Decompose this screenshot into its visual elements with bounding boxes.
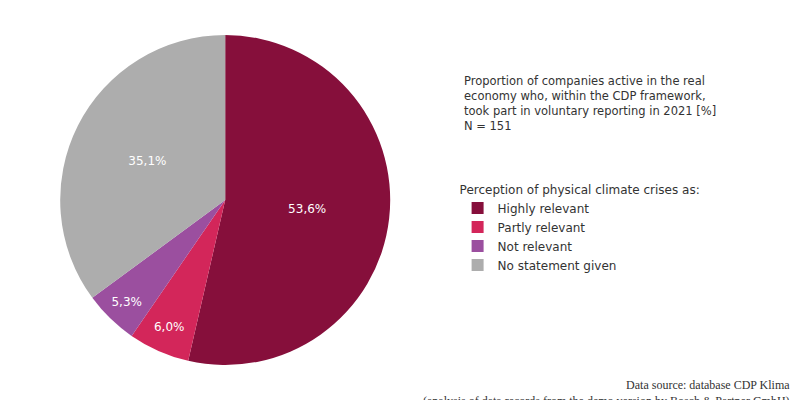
svg-text:Proportion of companies active: Proportion of companies active in the re… [464,74,716,133]
svg-text:35,1%: 35,1% [128,154,166,168]
svg-text:Not relevant: Not relevant [498,240,573,254]
svg-text:53,6%: 53,6% [288,202,326,216]
svg-text:5,3%: 5,3% [111,295,142,309]
svg-text:Perception of physical climate: Perception of physical climate crises as… [460,183,700,197]
svg-text:6,0%: 6,0% [154,320,185,334]
svg-text:Highly relevant: Highly relevant [498,202,590,216]
svg-text:Partly relevant: Partly relevant [498,221,586,235]
svg-text:No statement given: No statement given [498,259,617,273]
svg-text:Data source: database CDP Klim: Data source: database CDP Klima(analysis… [423,378,790,400]
